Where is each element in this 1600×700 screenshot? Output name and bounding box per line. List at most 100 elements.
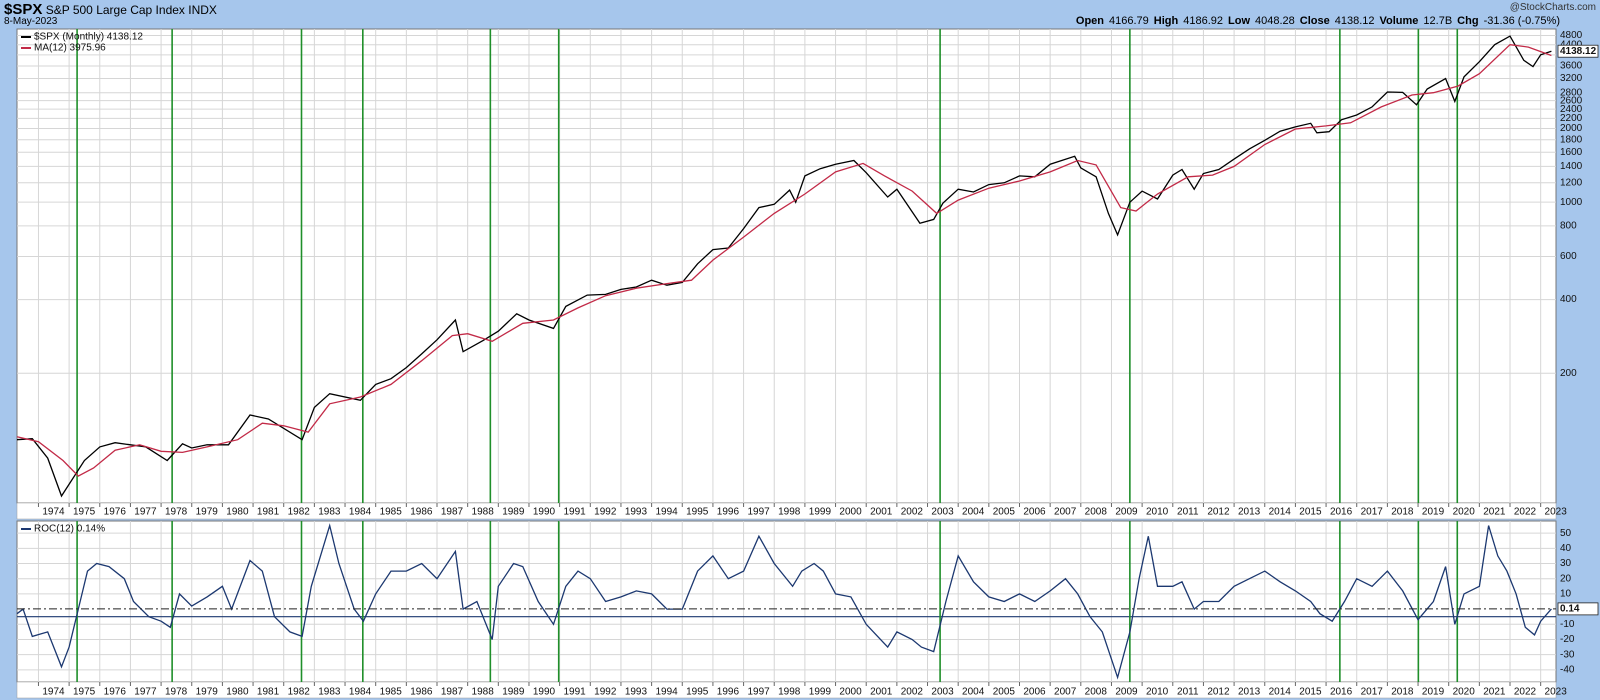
y-tick-label: 10 [1560,589,1572,600]
x-tick-label: 2015 [1299,507,1322,518]
x-tick-label: 1977 [134,687,157,698]
x-tick-label: 2003 [931,507,954,518]
x-tick-label: 2017 [1361,507,1384,518]
x-tick-label: 1993 [625,507,648,518]
x-tick-label: 2005 [993,507,1016,518]
quote-label: Close [1299,15,1330,27]
x-tick-label: 1990 [533,507,556,518]
x-tick-label: 1981 [257,507,280,518]
y-tick-label: -30 [1560,649,1575,660]
value-box [1557,44,1599,58]
y-tick-label: 400 [1560,294,1577,305]
x-tick-label: 2014 [1269,507,1292,518]
y-tick-label: 2200 [1560,113,1583,124]
x-tick-label: 2004 [962,507,985,518]
y-tick-label: 1800 [1560,134,1583,145]
last-value-label: 0.14 [1560,604,1580,615]
x-tick-label: 2000 [839,507,862,518]
x-tick-label: 1984 [349,687,372,698]
x-tick-label: 1986 [410,507,433,518]
y-tick-label: 50 [1560,528,1572,539]
x-tick-label: 1979 [196,687,219,698]
x-tick-label: 1982 [288,687,311,698]
quote-value: -31.36 (-0.75%) [1483,15,1560,27]
y-tick-label: 1200 [1560,177,1583,188]
x-tick-label: 1994 [655,507,678,518]
x-tick-label: 2001 [870,687,893,698]
x-tick-label: 1995 [686,507,709,518]
x-tick-label: 1978 [165,507,188,518]
quote-label: High [1153,15,1179,27]
x-tick-label: 1999 [809,687,832,698]
series-line [16,44,1552,477]
header-title: $SPX S&P 500 Large Cap Index INDX [4,1,217,18]
y-tick-label: 800 [1560,221,1577,232]
x-tick-label: 1991 [564,507,587,518]
y-tick-label: 2000 [1560,123,1583,134]
last-value-label: 4138.12 [1560,46,1597,57]
x-tick-label: 1999 [809,507,832,518]
x-tick-label: 1996 [717,507,740,518]
x-tick-label: 2012 [1207,507,1230,518]
x-tick-label: 1998 [778,687,801,698]
x-tick-label: 1977 [134,507,157,518]
x-tick-label: 2019 [1422,687,1445,698]
x-tick-label: 1980 [226,507,249,518]
x-tick-label: 2008 [1085,687,1108,698]
x-tick-label: 2006 [1023,687,1046,698]
x-tick-label: 1983 [318,687,341,698]
quote-label: Volume [1379,15,1419,27]
y-tick-label: 20 [1560,573,1572,584]
index-name: S&P 500 Large Cap Index [45,3,185,17]
y-tick-label: 1400 [1560,161,1583,172]
x-tick-label: 1985 [380,687,403,698]
x-tick-label: 2021 [1483,507,1506,518]
x-tick-label: 1984 [349,507,372,518]
quote-value: 4186.92 [1183,15,1223,27]
x-tick-label: 1982 [288,507,311,518]
x-tick-label: 1991 [564,687,587,698]
y-tick-label: 200 [1560,368,1577,379]
x-tick-label: 2005 [993,687,1016,698]
x-tick-label: 1988 [472,507,495,518]
x-tick-label: 2021 [1483,687,1506,698]
x-tick-label: 2016 [1330,687,1353,698]
x-tick-label: 2002 [901,687,924,698]
x-tick-label: 1979 [196,507,219,518]
x-tick-label: 1989 [502,507,525,518]
legend-label: ROC(12) 0.14% [34,524,105,535]
x-tick-label: 2013 [1238,507,1261,518]
x-tick-label: 1988 [472,687,495,698]
x-tick-label: 2009 [1115,687,1138,698]
x-tick-label: 2020 [1453,507,1476,518]
x-tick-label: 1983 [318,507,341,518]
x-tick-label: 1989 [502,687,525,698]
y-tick-label: 4800 [1560,30,1583,41]
x-tick-label: 2002 [901,507,924,518]
x-label-strip [16,502,1557,520]
x-tick-label: 2010 [1146,507,1169,518]
x-tick-label: 1981 [257,687,280,698]
x-tick-label: 2011 [1177,507,1199,518]
x-tick-label: 2017 [1361,687,1384,698]
x-tick-label: 2012 [1207,687,1230,698]
exchange: INDX [188,3,217,17]
y-tick-label: 600 [1560,251,1577,262]
y-tick-label: 2600 [1560,95,1583,106]
symbol: $SPX [4,1,43,18]
x-tick-label: 1996 [717,687,740,698]
x-tick-label: 2015 [1299,687,1322,698]
legend-label: $SPX (Monthly) 4138.12 [34,32,143,43]
quote-value: 4138.12 [1334,15,1375,27]
x-tick-label: 2006 [1023,507,1046,518]
x-tick-label: 1998 [778,507,801,518]
y-tick-label: 2800 [1560,87,1583,98]
x-tick-label: 2011 [1177,687,1199,698]
x-tick-label: 1985 [380,507,403,518]
x-tick-label: 1976 [104,507,127,518]
x-tick-label: 1994 [655,687,678,698]
x-tick-label: 2016 [1330,507,1353,518]
x-tick-label: 1986 [410,687,433,698]
y-tick-label: 3200 [1560,73,1583,84]
